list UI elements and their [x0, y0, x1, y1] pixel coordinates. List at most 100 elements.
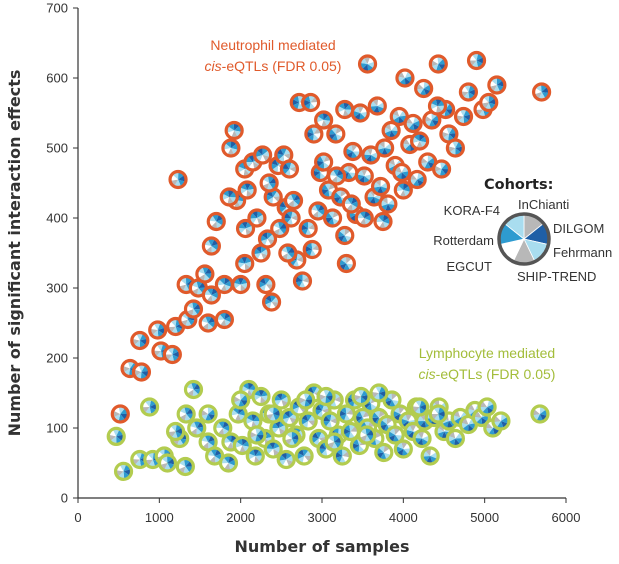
pie-slice [244, 256, 253, 264]
pie-slice [174, 179, 182, 188]
pie-slice [336, 105, 345, 113]
cohort-legend: Cohorts: InChianti DILGOM Fehrmann SHIP-… [433, 177, 612, 284]
neutrophil-point [247, 208, 267, 228]
point-ring [431, 159, 452, 179]
lymphocyte-point [271, 390, 291, 410]
point-ring [282, 428, 302, 449]
point-ring [477, 397, 497, 417]
pie-slice [273, 441, 281, 449]
pie-slice [422, 430, 430, 439]
pie-slice [319, 154, 327, 162]
lymphocyte-point [166, 421, 186, 442]
pie-slice [344, 147, 353, 155]
neutrophil-point [392, 162, 412, 183]
y-tick-label: 600 [46, 71, 68, 86]
neutrophil-point [148, 320, 168, 340]
pie-slice [285, 193, 294, 201]
neutrophil-point [326, 124, 346, 144]
pie-slice [263, 298, 272, 305]
pie-slice [338, 414, 347, 422]
point-ring [235, 218, 256, 239]
pie-slice [237, 276, 245, 285]
point-ring [420, 446, 440, 466]
pie-slice [487, 403, 496, 411]
x-tick-label: 2000 [226, 510, 255, 525]
lymphocyte-point [232, 435, 252, 456]
lymphocyte-point [282, 428, 302, 449]
neutrophil-point [253, 145, 273, 165]
pie-slice [359, 409, 367, 418]
pie-slice [383, 221, 391, 230]
neutrophil-point [261, 292, 282, 312]
pie-slice [430, 64, 439, 72]
point-ring [357, 425, 377, 445]
pie-slice [500, 421, 509, 429]
neutrophil-point [198, 313, 218, 333]
neutrophil-point [466, 50, 487, 71]
point-ring [245, 446, 265, 466]
point-ring [283, 190, 304, 211]
pie-slice [387, 435, 396, 443]
point-ring [218, 453, 239, 473]
point-ring [281, 208, 301, 228]
point-ring [195, 264, 215, 284]
point-ring [385, 425, 405, 445]
point-ring [253, 145, 273, 165]
neutrophil-point [341, 194, 361, 214]
neutrophil-point [257, 229, 278, 249]
y-ticks: 0 100 200 300 400 500 600 700 [46, 1, 78, 506]
y-axis-title: Number of significant interaction effect… [5, 70, 24, 437]
neutrophil-point [395, 68, 415, 88]
neutrophil-point [428, 54, 448, 74]
pie-slice [291, 403, 300, 410]
legend-label-inchianti: InChianti [518, 197, 569, 212]
pie-slice [222, 424, 231, 432]
legend-label-fehrmann: Fehrmann [553, 245, 612, 260]
lymphocyte-point [276, 449, 296, 470]
neutrophil-point [183, 299, 204, 319]
pie-slice [228, 459, 237, 467]
lymphocyte-point [247, 425, 267, 445]
pie-slice [441, 126, 449, 134]
pie-slice [253, 389, 261, 397]
pie-slice [261, 253, 269, 261]
point-ring [320, 411, 340, 431]
point-ring [231, 390, 251, 410]
neutrophil-point [357, 54, 378, 74]
pie-slice [224, 315, 233, 323]
y-tick-label: 700 [46, 1, 68, 16]
pie-slice [296, 452, 305, 460]
point-ring [201, 285, 221, 305]
point-ring [393, 180, 413, 200]
point-ring [407, 169, 427, 190]
pie-slice [149, 403, 158, 411]
lymphocyte-point [139, 397, 160, 417]
point-ring [231, 274, 251, 295]
pie-slice [452, 139, 459, 148]
pie-slice [367, 56, 376, 64]
pie-slice [423, 88, 432, 97]
pie-slice [291, 214, 300, 222]
point-ring [247, 208, 267, 228]
neutrophil-eqtl-text: -eQTLs (FDR 0.05) [222, 58, 342, 74]
point-ring [428, 404, 448, 424]
lymphocyte-point [296, 390, 316, 410]
point-ring [214, 309, 234, 330]
y-tick-label: 0 [61, 491, 68, 506]
point-ring [308, 201, 328, 221]
pie-slice [157, 322, 166, 330]
pie-slice [256, 214, 265, 221]
lymphocyte-point [420, 446, 440, 466]
point-ring [367, 96, 387, 116]
point-ring [256, 274, 276, 295]
pie-slice [352, 105, 361, 113]
pie-slice [244, 417, 253, 425]
neutrophil-point [131, 362, 152, 382]
point-ring [343, 141, 363, 162]
pie-slice [245, 220, 254, 229]
pie-slice [488, 102, 497, 110]
pie-slice [204, 434, 212, 442]
pie-slice [240, 255, 248, 264]
pie-slice [351, 200, 360, 208]
lymphocyte-point [369, 383, 389, 403]
